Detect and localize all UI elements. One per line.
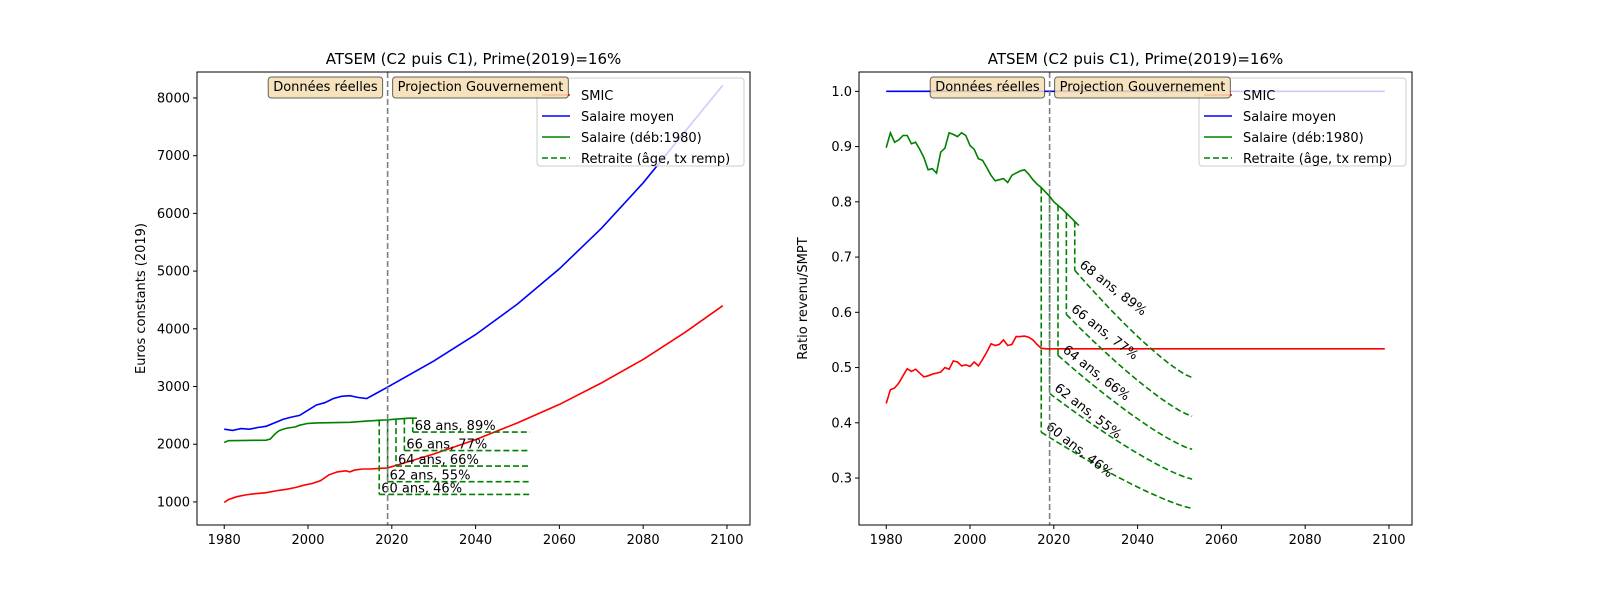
chart1-x-tick-label-2100: 2100 xyxy=(710,533,743,548)
chart1-y-tick-label-4: 5000 xyxy=(157,265,190,280)
chart2-box-label-projection-gouvernement: Projection Gouvernement xyxy=(1060,80,1226,95)
chart2-retraite-62-ans-55 xyxy=(1049,392,1193,480)
chart1-box-label-projection-gouvernement: Projection Gouvernement xyxy=(398,80,564,95)
chart1-retraite-label-66-ans-77: 66 ans, 77% xyxy=(406,438,487,453)
chart1-y-tick-label-5: 6000 xyxy=(157,207,190,222)
chart1-title: ATSEM (C2 puis C1), Prime(2019)=16% xyxy=(326,50,622,68)
chart-right-ratio: ATSEM (C2 puis C1), Prime(2019)=16% Ratio… xyxy=(796,50,1413,548)
chart2-x-tick-label-2100: 2100 xyxy=(1372,533,1405,548)
chart2-series-salaire-deb-1980 xyxy=(885,130,1080,227)
chart1-y-tick-label-2: 3000 xyxy=(157,380,190,395)
chart2-legend-label-retraite-age-tx-remp: Retraite (âge, tx remp) xyxy=(1243,152,1392,167)
chart1-y-tick-label-7: 8000 xyxy=(157,91,190,106)
chart1-box-label-donnees-reelles: Données réelles xyxy=(273,80,378,95)
chart1-retraite-label-68-ans-89: 68 ans, 89% xyxy=(415,419,496,434)
chart1-box-projection-gouvernement xyxy=(392,76,569,99)
chart2-box-donnees-reelles xyxy=(929,76,1046,99)
chart2-y-tick-label-6: 0.9 xyxy=(831,140,852,155)
chart2-x-tick-label-2020: 2020 xyxy=(1037,533,1070,548)
chart1-x-tick-label-2080: 2080 xyxy=(627,533,660,548)
chart1-y-axis-label: Euros constants (2019) xyxy=(134,223,149,374)
chart2-x-tick-label-2080: 2080 xyxy=(1289,533,1322,548)
chart2-x-tick-label-2000: 2000 xyxy=(953,533,986,548)
chart2-y-tick-label-0: 0.3 xyxy=(831,472,852,487)
chart2-title: ATSEM (C2 puis C1), Prime(2019)=16% xyxy=(988,50,1284,68)
chart1-retraite-label-62-ans-55: 62 ans, 55% xyxy=(390,469,471,484)
chart1-axes-frame xyxy=(196,71,751,526)
chart2-y-tick-label-1: 0.4 xyxy=(831,416,852,431)
chart1-legend-label-salaire-deb-1980: Salaire (déb:1980) xyxy=(581,131,702,146)
chart2-y-tick-label-2: 0.5 xyxy=(831,361,852,376)
chart1-x-tick-label-1980: 1980 xyxy=(208,533,241,548)
chart1-y-tick-label-0: 1000 xyxy=(157,495,190,510)
chart2-y-tick-label-5: 0.8 xyxy=(831,195,852,210)
chart2-retraite-68-ans-89 xyxy=(1074,269,1193,379)
chart2-retraite-66-ans-77 xyxy=(1065,313,1193,417)
chart2-retraite-60-ans-46 xyxy=(1040,431,1193,510)
chart1-x-tick-label-2040: 2040 xyxy=(459,533,492,548)
chart1-box-donnees-reelles xyxy=(267,76,384,99)
chart2-x-tick-label-2040: 2040 xyxy=(1121,533,1154,548)
chart1-legend-label-smic: SMIC xyxy=(581,89,613,104)
chart2-y-tick-label-4: 0.7 xyxy=(831,251,852,266)
chart1-x-tick-label-2000: 2000 xyxy=(291,533,324,548)
chart2-y-axis-label: Ratio revenu/SMPT xyxy=(796,237,811,359)
chart1-series-salaire-deb-1980 xyxy=(223,417,417,444)
chart1-y-tick-label-3: 4000 xyxy=(157,322,190,337)
chart1-y-tick-label-1: 2000 xyxy=(157,438,190,453)
chart2-series-smic xyxy=(885,335,1385,404)
chart1-x-tick-label-2060: 2060 xyxy=(543,533,576,548)
chart1-retraite-label-64-ans-66: 64 ans, 66% xyxy=(398,453,479,468)
chart2-legend-label-salaire-moyen: Salaire moyen xyxy=(1243,110,1336,125)
chart2-x-tick-label-2060: 2060 xyxy=(1205,533,1238,548)
chart1-series-smic xyxy=(223,305,724,504)
chart2-legend-label-salaire-deb-1980: Salaire (déb:1980) xyxy=(1243,131,1364,146)
chart1-legend-label-retraite-age-tx-remp: Retraite (âge, tx remp) xyxy=(581,152,730,167)
chart1-series-salaire-moyen xyxy=(224,84,724,432)
chart-left-salaires: ATSEM (C2 puis C1), Prime(2019)=16% Euros… xyxy=(134,50,751,548)
chart2-retraite-64-ans-66 xyxy=(1057,354,1193,451)
chart2-x-tick-label-1980: 1980 xyxy=(870,533,903,548)
chart1-y-tick-label-6: 7000 xyxy=(157,149,190,164)
chart2-box-label-donnees-reelles: Données réelles xyxy=(935,80,1040,95)
chart2-y-tick-label-7: 1.0 xyxy=(831,85,852,100)
chart2-y-tick-label-3: 0.6 xyxy=(831,306,852,321)
chart1-x-tick-label-2020: 2020 xyxy=(375,533,408,548)
chart1-legend-label-salaire-moyen: Salaire moyen xyxy=(581,110,674,125)
chart2-axes-frame xyxy=(858,71,1413,526)
chart1-retraite-label-60-ans-46: 60 ans, 46% xyxy=(381,481,462,496)
chart2-legend-box xyxy=(1198,77,1407,167)
chart1-legend-box xyxy=(536,77,745,167)
chart2-box-projection-gouvernement xyxy=(1054,76,1231,99)
chart2-legend-label-smic: SMIC xyxy=(1243,89,1275,104)
chart1-plot-area xyxy=(223,84,724,504)
